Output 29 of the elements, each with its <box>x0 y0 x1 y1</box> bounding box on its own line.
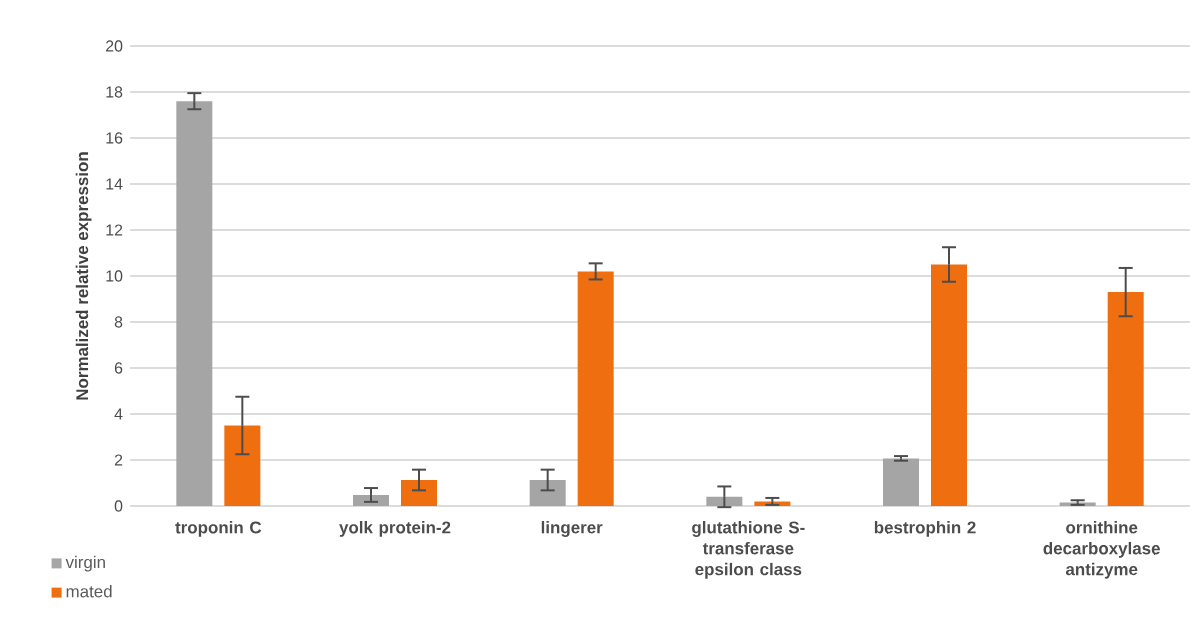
legend-label: mated <box>66 584 112 598</box>
y-axis-title: Normalized relative expression <box>75 152 92 400</box>
y-tick-label: 12 <box>106 224 123 236</box>
x-tick-label: troponin C <box>175 521 262 537</box>
x-tick-label: ornithine decarboxylase antizyme <box>1043 521 1160 579</box>
y-tick-label: 14 <box>106 178 123 190</box>
y-tick-label: 2 <box>114 454 123 466</box>
y-tick-label: 18 <box>106 86 123 98</box>
bar <box>401 480 438 506</box>
bar <box>883 458 920 506</box>
bar <box>176 101 213 506</box>
y-tick-label: 6 <box>114 362 123 374</box>
bar <box>529 480 566 506</box>
x-tick-label: yolk protein-2 <box>339 521 451 537</box>
y-tick-label: 20 <box>106 40 123 52</box>
y-tick-label: 8 <box>114 316 123 328</box>
bar <box>931 264 968 506</box>
bar <box>706 496 743 506</box>
x-tick-label: lingerer <box>541 521 603 537</box>
legend-label: virgin <box>65 555 105 572</box>
bar <box>577 271 614 506</box>
y-tick-label: 4 <box>114 408 123 420</box>
y-tick-label: 0 <box>114 500 123 512</box>
bar <box>1107 292 1144 506</box>
y-tick-label: 16 <box>106 132 123 144</box>
y-tick-label: 10 <box>106 270 123 282</box>
bar <box>224 425 261 506</box>
x-tick-label: bestrophin 2 <box>874 521 976 537</box>
x-tick-label: glutathione S-transferase epsilon class <box>692 521 805 579</box>
